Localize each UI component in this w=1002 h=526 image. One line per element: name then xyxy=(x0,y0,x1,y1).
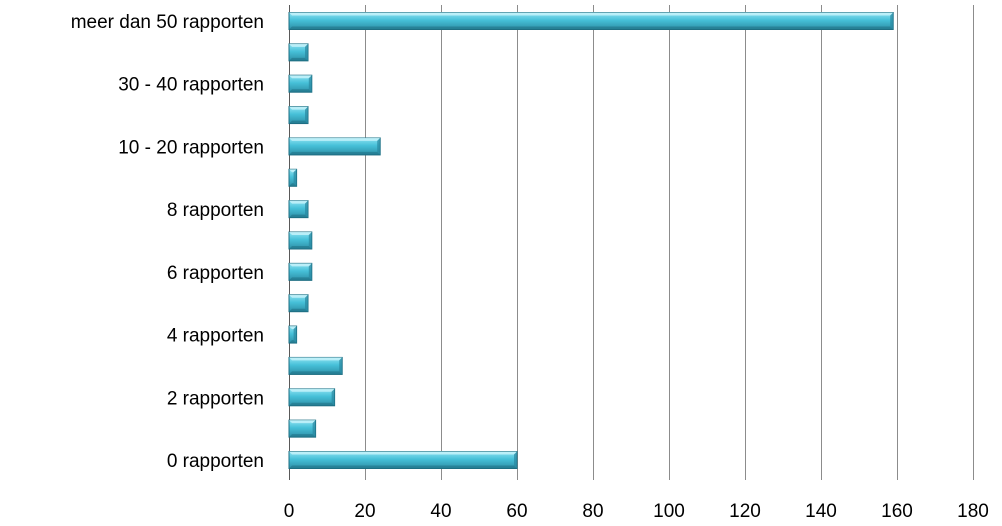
x-tick-label: 100 xyxy=(653,501,685,522)
category-label: 6 rapporten xyxy=(167,263,264,284)
bar-bevel-bottom xyxy=(289,183,297,187)
category-label: 4 rapporten xyxy=(167,326,264,347)
bar-bevel-end xyxy=(305,200,308,218)
bar-bevel-top xyxy=(289,263,312,267)
bar-bevel-bottom xyxy=(289,26,894,30)
bar-bevel-top xyxy=(289,200,308,204)
x-tick-label: 140 xyxy=(805,501,837,522)
bar-bevel-bottom xyxy=(289,402,335,406)
bar-bevel-end xyxy=(293,326,297,344)
bar xyxy=(288,168,298,187)
bar-bevel-bottom xyxy=(289,246,312,249)
bar-bevel-top xyxy=(289,169,297,173)
bar-bevel-bottom xyxy=(289,465,517,469)
bar-bevel-top xyxy=(289,326,297,330)
category-label: 2 rapporten xyxy=(167,388,264,409)
bar xyxy=(288,294,309,313)
bar-bevel-bottom xyxy=(289,120,308,124)
bar xyxy=(288,74,313,93)
bar-bevel-bottom xyxy=(289,151,381,155)
bar-bevel-top xyxy=(289,420,316,424)
x-tick-label: 0 xyxy=(284,501,295,522)
bar-bevel-end xyxy=(305,43,308,61)
x-tick-label: 160 xyxy=(881,501,913,522)
bar xyxy=(288,262,313,281)
bar-bevel-top xyxy=(289,232,312,235)
category-label: 30 - 40 rapporten xyxy=(118,75,264,96)
bar xyxy=(288,419,317,438)
x-tick-label: 60 xyxy=(506,501,527,522)
category-label: meer dan 50 rapporten xyxy=(71,12,264,33)
bar-bevel-bottom xyxy=(289,371,343,375)
x-tick-label: 20 xyxy=(354,501,375,522)
bar xyxy=(288,12,894,30)
bar-bevel-top xyxy=(289,43,308,47)
x-tick-label: 120 xyxy=(729,501,761,522)
bar-bevel-end xyxy=(312,420,316,438)
x-tick-label: 80 xyxy=(582,501,603,522)
bar-bevel-bottom xyxy=(289,340,297,344)
x-tick-labels: 0 20 40 60 80 100 120 140 160 180 xyxy=(284,501,989,522)
bar-bevel-bottom xyxy=(289,308,308,312)
bar-bevel-bottom xyxy=(289,434,316,438)
bars xyxy=(288,12,894,469)
category-labels: 0 rapporten 2 rapporten 4 rapporten 6 rappo… xyxy=(71,12,264,472)
bar-bevel-bottom xyxy=(289,57,308,61)
bar-bevel-end xyxy=(308,75,312,93)
bar xyxy=(288,356,343,375)
bar xyxy=(288,325,298,344)
bar-bevel-end xyxy=(890,12,894,30)
bar-bevel-end xyxy=(308,263,312,281)
bar-bevel-top xyxy=(289,357,343,361)
bar xyxy=(288,231,313,250)
bar-bevel-end xyxy=(514,451,517,469)
bar-bevel-bottom xyxy=(289,214,308,218)
bar-bevel-top xyxy=(289,12,894,16)
category-label: 10 - 20 rapporten xyxy=(118,137,264,158)
bar-bevel-top xyxy=(289,451,517,455)
bar-bevel-bottom xyxy=(289,277,312,281)
bar-bevel-end xyxy=(377,137,381,155)
bar-bevel-end xyxy=(339,357,343,375)
bar xyxy=(288,388,336,407)
bar-bevel-top xyxy=(289,388,335,392)
bar-bevel-end xyxy=(305,106,308,124)
bar xyxy=(288,106,309,125)
bar xyxy=(288,137,381,156)
bar-bevel-top xyxy=(289,294,308,298)
bar xyxy=(288,451,518,469)
bar-bevel-top xyxy=(289,137,381,141)
bar xyxy=(288,43,309,62)
bar-bevel-end xyxy=(331,388,335,406)
bar-bevel-top xyxy=(289,75,312,79)
bar-bevel-bottom xyxy=(289,89,312,93)
category-label: 8 rapporten xyxy=(167,200,264,221)
x-tick-label: 180 xyxy=(957,501,989,522)
bar-bevel-end xyxy=(293,169,297,187)
bar-bevel-top xyxy=(289,106,308,110)
bar-bevel-end xyxy=(308,232,312,249)
category-label: 0 rapporten xyxy=(167,451,264,472)
gridlines xyxy=(289,5,974,480)
x-tick-label: 40 xyxy=(430,501,451,522)
bar-bevel-end xyxy=(305,294,308,312)
bar xyxy=(288,200,309,219)
